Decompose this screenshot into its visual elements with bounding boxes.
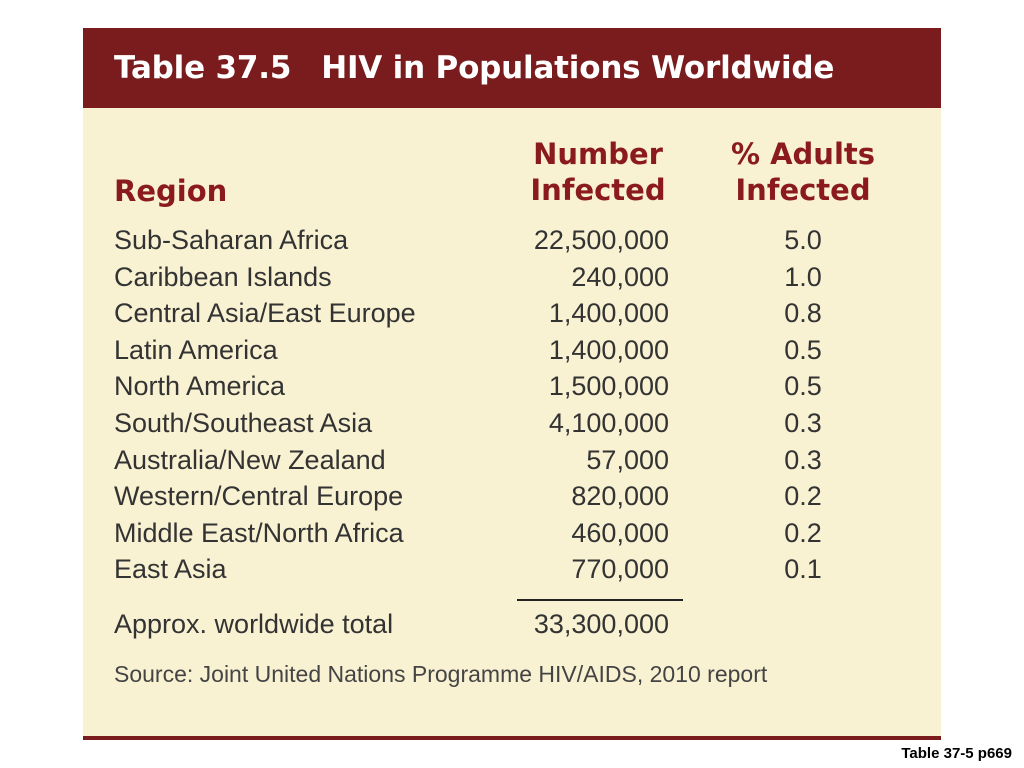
cell-region: South/Southeast Asia xyxy=(114,407,373,438)
table-row: Western/Central Europe 820,000 0.2 xyxy=(83,478,941,515)
column-header-pct-adults-infected: % Adults Infected xyxy=(723,136,883,208)
table-row: Central Asia/East Europe 1,400,000 0.8 xyxy=(83,295,941,332)
table-body: Sub-Saharan Africa 22,500,000 5.0 Caribb… xyxy=(83,222,941,588)
table-row: Middle East/North Africa 460,000 0.2 xyxy=(83,515,941,552)
cell-number-infected: 770,000 xyxy=(571,554,669,585)
table-row: South/Southeast Asia 4,100,000 0.3 xyxy=(83,405,941,442)
cell-number-infected: 1,400,000 xyxy=(548,334,669,365)
cell-number-infected: 820,000 xyxy=(571,481,669,512)
cell-pct-adults: 0.3 xyxy=(784,444,822,475)
cell-region: Western/Central Europe xyxy=(114,481,404,512)
header-line: % Adults xyxy=(730,137,876,171)
header-line: Infected xyxy=(735,173,871,207)
cell-pct-adults: 0.8 xyxy=(784,298,822,329)
cell-pct-adults: 0.5 xyxy=(784,334,822,365)
cell-number-infected: 4,100,000 xyxy=(548,407,669,438)
cell-region: Latin America xyxy=(114,334,278,365)
header-line: Number xyxy=(533,137,663,171)
cell-pct-adults: 1.0 xyxy=(784,261,822,292)
table-row: Latin America 1,400,000 0.5 xyxy=(83,332,941,369)
total-number: 33,300,000 xyxy=(533,609,669,639)
total-label: Approx. worldwide total xyxy=(114,609,394,639)
cell-number-infected: 57,000 xyxy=(586,444,669,475)
cell-region: Australia/New Zealand xyxy=(114,444,386,475)
table-title: HIV in Populations Worldwide xyxy=(321,50,835,86)
total-divider xyxy=(517,599,683,601)
table-number: Table 37.5 xyxy=(114,50,292,86)
cell-number-infected: 22,500,000 xyxy=(533,225,669,255)
cell-pct-adults: 5.0 xyxy=(784,225,822,255)
cell-pct-adults: 0.1 xyxy=(784,554,822,585)
cell-region: North America xyxy=(114,371,286,402)
slide-caption: Table 37-5 p669 xyxy=(901,745,1012,762)
column-header-number-infected: Number Infected xyxy=(513,136,683,208)
cell-region: Caribbean Islands xyxy=(114,261,332,292)
cell-region: East Asia xyxy=(114,554,227,585)
source-note: Source: Joint United Nations Programme H… xyxy=(114,661,768,687)
cell-number-infected: 240,000 xyxy=(571,261,669,292)
table-title-bar: Table 37.5 HIV in Populations Worldwide xyxy=(83,28,941,108)
table-row: Sub-Saharan Africa 22,500,000 5.0 xyxy=(83,222,941,259)
cell-pct-adults: 0.2 xyxy=(784,481,822,512)
data-table: Table 37.5 HIV in Populations Worldwide … xyxy=(83,28,941,740)
cell-pct-adults: 0.3 xyxy=(784,407,822,438)
header-line: Infected xyxy=(530,173,666,207)
cell-number-infected: 1,400,000 xyxy=(548,298,669,329)
cell-pct-adults: 0.5 xyxy=(784,371,822,402)
table-row: East Asia 770,000 0.1 xyxy=(83,551,941,588)
cell-region: Central Asia/East Europe xyxy=(114,298,416,329)
table-row: Australia/New Zealand 57,000 0.3 xyxy=(83,442,941,479)
cell-pct-adults: 0.2 xyxy=(784,517,822,548)
cell-region: Sub-Saharan Africa xyxy=(114,225,349,255)
table-row: North America 1,500,000 0.5 xyxy=(83,368,941,405)
cell-number-infected: 1,500,000 xyxy=(548,371,669,402)
table-row: Caribbean Islands 240,000 1.0 xyxy=(83,259,941,296)
cell-region: Middle East/North Africa xyxy=(114,517,404,548)
total-row: Approx. worldwide total 33,300,000 xyxy=(83,606,941,642)
cell-number-infected: 460,000 xyxy=(571,517,669,548)
column-header-region: Region xyxy=(114,174,228,208)
